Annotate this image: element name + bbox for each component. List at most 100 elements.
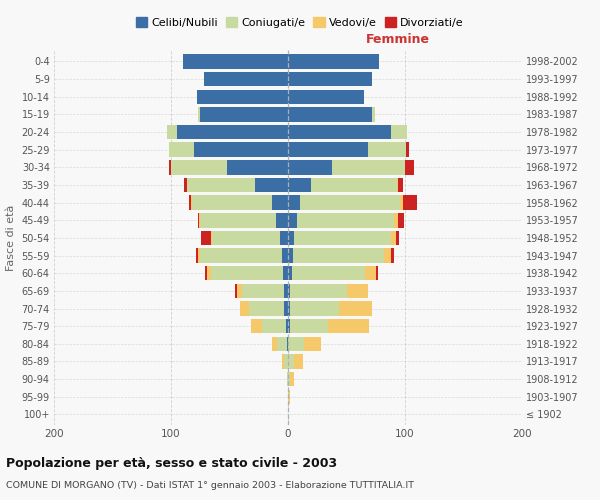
Bar [167, 125, 177, 140]
Text: COMUNE DI MORGANO (TV) - Dati ISTAT 1° gennaio 2003 - Elaborazione TUTTITALIA.IT: COMUNE DI MORGANO (TV) - Dati ISTAT 1° g… [6, 481, 414, 490]
Bar [177, 125, 288, 140]
Bar [277, 336, 287, 351]
Bar [288, 230, 294, 245]
Bar [211, 230, 212, 245]
Bar [188, 196, 191, 210]
Bar [288, 142, 368, 157]
Bar [192, 196, 272, 210]
Bar [211, 266, 283, 280]
Bar [292, 266, 365, 280]
Bar [368, 142, 406, 157]
Legend: Celibi/Nubili, Coniugati/e, Vedovi/e, Divorziati/e: Celibi/Nubili, Coniugati/e, Vedovi/e, Di… [132, 13, 468, 32]
Bar [403, 196, 416, 210]
Bar [304, 336, 321, 351]
Y-axis label: Anni di nascita: Anni di nascita [597, 196, 600, 279]
Bar [288, 90, 364, 104]
Bar [332, 160, 405, 174]
Bar [289, 390, 290, 404]
Bar [191, 196, 192, 210]
Bar [282, 248, 288, 263]
Bar [288, 248, 293, 263]
Bar [286, 319, 288, 334]
Bar [198, 248, 200, 263]
Bar [288, 196, 300, 210]
Bar [199, 213, 200, 228]
Bar [391, 248, 394, 263]
Bar [200, 248, 282, 263]
Bar [200, 213, 277, 228]
Bar [212, 230, 280, 245]
Bar [400, 196, 403, 210]
Bar [288, 125, 391, 140]
Bar [398, 213, 404, 228]
Text: Femmine: Femmine [366, 33, 430, 46]
Bar [288, 319, 290, 334]
Bar [395, 230, 399, 245]
Bar [250, 302, 284, 316]
Bar [288, 54, 379, 68]
Bar [196, 248, 198, 263]
Bar [202, 230, 211, 245]
Bar [287, 336, 288, 351]
Bar [406, 142, 409, 157]
Bar [288, 178, 311, 192]
Bar [397, 178, 398, 192]
Bar [187, 178, 255, 192]
Bar [294, 230, 391, 245]
Bar [272, 336, 277, 351]
Bar [184, 178, 187, 192]
Bar [171, 160, 227, 174]
Bar [200, 107, 288, 122]
Bar [255, 178, 288, 192]
Bar [394, 213, 398, 228]
Y-axis label: Fasce di età: Fasce di età [6, 204, 16, 270]
Bar [288, 107, 372, 122]
Bar [198, 107, 200, 122]
Bar [236, 284, 242, 298]
Bar [288, 213, 298, 228]
Bar [298, 213, 394, 228]
Bar [169, 160, 171, 174]
Bar [288, 266, 292, 280]
Bar [197, 90, 288, 104]
Bar [284, 284, 288, 298]
Bar [290, 284, 347, 298]
Bar [288, 160, 332, 174]
Bar [204, 72, 288, 86]
Bar [398, 178, 403, 192]
Bar [207, 266, 211, 280]
Bar [284, 302, 288, 316]
Bar [288, 336, 304, 351]
Bar [290, 372, 294, 386]
Bar [290, 319, 328, 334]
Bar [288, 284, 290, 298]
Bar [262, 319, 286, 334]
Bar [290, 302, 340, 316]
Bar [198, 213, 199, 228]
Bar [300, 196, 400, 210]
Bar [242, 284, 284, 298]
Bar [384, 248, 391, 263]
Text: Popolazione per età, sesso e stato civile - 2003: Popolazione per età, sesso e stato civil… [6, 458, 337, 470]
Bar [288, 372, 290, 386]
Bar [277, 213, 288, 228]
Bar [240, 302, 250, 316]
Bar [293, 248, 384, 263]
Bar [227, 160, 288, 174]
Bar [391, 230, 395, 245]
Bar [311, 178, 397, 192]
Bar [288, 354, 294, 368]
Bar [347, 284, 368, 298]
Bar [405, 160, 415, 174]
Bar [288, 302, 290, 316]
Bar [294, 354, 303, 368]
Bar [251, 319, 262, 334]
Bar [288, 72, 372, 86]
Bar [169, 142, 194, 157]
Bar [288, 390, 289, 404]
Bar [376, 266, 378, 280]
Bar [365, 266, 376, 280]
Bar [194, 142, 288, 157]
Bar [272, 196, 288, 210]
Bar [328, 319, 369, 334]
